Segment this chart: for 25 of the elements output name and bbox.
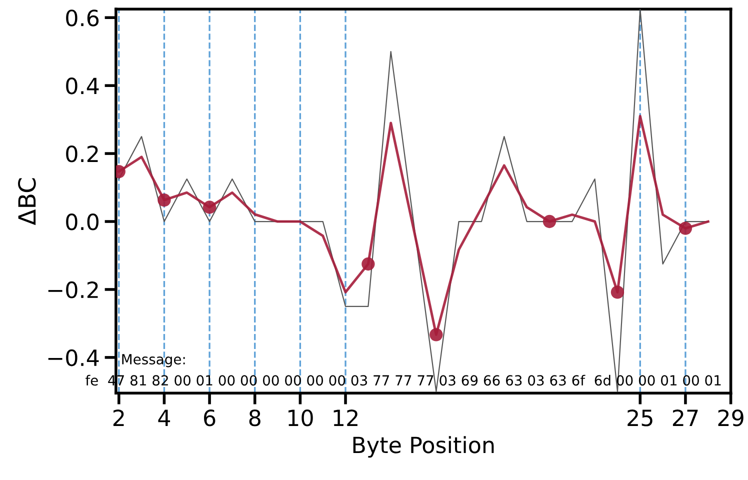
x-tick-label: 12 — [334, 409, 358, 426]
point — [678, 222, 692, 235]
y-tick-label: 0.6 — [66, 10, 99, 26]
x-tick-label: 29 — [718, 409, 744, 426]
y-tick-label: 0.2 — [66, 145, 98, 162]
point — [158, 194, 171, 207]
y-tick-label: 0.4 — [66, 78, 99, 94]
y-axis-title: ΔBC — [18, 178, 36, 226]
x-tick-label: 2 — [113, 409, 124, 426]
x-tick-label: 4 — [158, 410, 170, 426]
y-tick-label: −0.2 — [48, 281, 98, 298]
point — [610, 286, 624, 299]
point — [362, 257, 375, 271]
x-axis-title: Byte Position — [353, 436, 494, 458]
annotation: Message: — [122, 354, 185, 368]
point — [542, 214, 556, 228]
point — [430, 328, 443, 342]
x-tick-label: 27 — [672, 409, 698, 426]
y-tick-label: −0.4 — [48, 349, 99, 366]
x-tick-label: 25 — [628, 409, 652, 426]
x-tick-label: 6 — [204, 409, 216, 426]
x-tick-label: 10 — [288, 409, 313, 426]
x-tick-label: 8 — [249, 409, 260, 426]
point — [202, 200, 216, 214]
y-tick-label: 0.0 — [66, 213, 98, 230]
